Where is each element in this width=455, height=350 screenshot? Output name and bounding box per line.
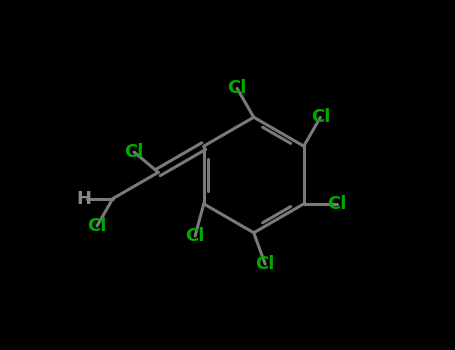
Text: Cl: Cl: [125, 143, 144, 161]
Text: H: H: [76, 190, 91, 208]
Text: Cl: Cl: [186, 227, 205, 245]
Text: Cl: Cl: [311, 108, 330, 126]
Text: Cl: Cl: [255, 255, 275, 273]
Text: Cl: Cl: [87, 217, 107, 235]
Text: Cl: Cl: [228, 79, 247, 97]
Text: Cl: Cl: [327, 195, 347, 213]
